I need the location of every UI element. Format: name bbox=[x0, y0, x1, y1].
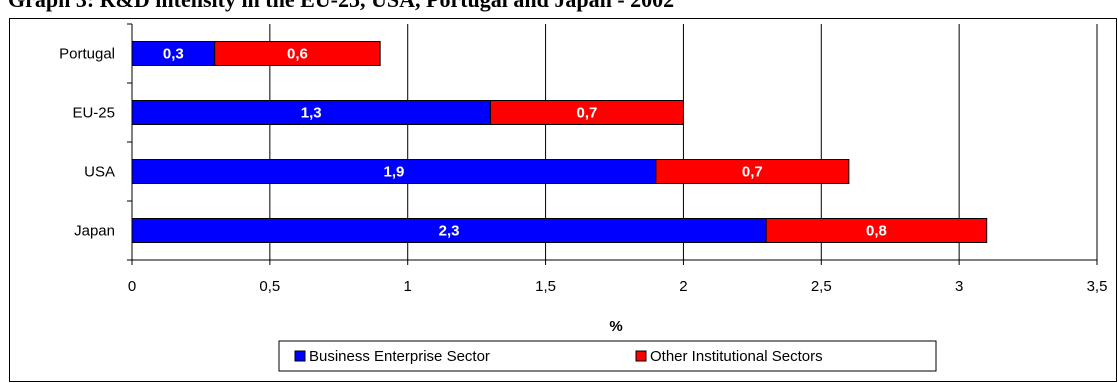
x-tick-label: 1,5 bbox=[535, 278, 556, 295]
legend-label: Other Institutional Sectors bbox=[650, 348, 823, 365]
x-tick-label: 0 bbox=[128, 278, 136, 295]
bar-segment bbox=[765, 218, 988, 243]
x-tick-label: 2 bbox=[679, 278, 687, 295]
x-tick-label: 3,5 bbox=[1087, 278, 1108, 295]
data-label: 0,7 bbox=[742, 164, 763, 181]
bar-segment bbox=[131, 100, 491, 125]
category-label: Japan bbox=[74, 223, 115, 240]
category-label: EU-25 bbox=[72, 105, 115, 122]
data-label: 0,7 bbox=[576, 105, 597, 122]
chart-frame bbox=[9, 18, 1117, 382]
legend-swatch bbox=[635, 350, 647, 362]
category-label: Portugal bbox=[59, 46, 115, 63]
x-tick-label: 1 bbox=[404, 278, 412, 295]
legend-label: Business Enterprise Sector bbox=[309, 348, 490, 365]
legend-swatch bbox=[294, 350, 306, 362]
bar-segment bbox=[131, 159, 657, 184]
data-label: 0,8 bbox=[866, 223, 887, 240]
data-label: 1,9 bbox=[383, 164, 404, 181]
data-label: 0,3 bbox=[163, 46, 184, 63]
bar-segment bbox=[489, 100, 684, 125]
data-label: 1,3 bbox=[301, 105, 322, 122]
chart-title: Graph 3: R&D intensity in the EU-25, USA… bbox=[8, 0, 674, 14]
x-axis-title: % bbox=[609, 318, 622, 335]
bar-segment bbox=[131, 41, 216, 66]
x-tick-label: 3 bbox=[955, 278, 963, 295]
bar-segment bbox=[655, 159, 850, 184]
data-label: 2,3 bbox=[439, 223, 460, 240]
bar-segment bbox=[214, 41, 381, 66]
legend-box bbox=[278, 340, 937, 372]
x-tick-label: 0,5 bbox=[259, 278, 280, 295]
category-label: USA bbox=[84, 164, 115, 181]
data-label: 0,6 bbox=[287, 46, 308, 63]
x-tick-label: 2,5 bbox=[811, 278, 832, 295]
